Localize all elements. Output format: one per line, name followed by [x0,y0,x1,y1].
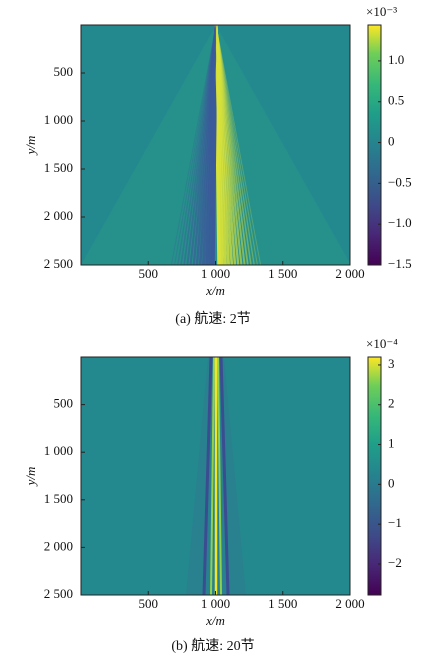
colorbar-tick-label: 1.0 [388,52,404,67]
wake-stripe [215,25,246,265]
band-stripe [219,357,230,595]
band-stripe [202,357,213,595]
colorbar-tick-label: −1 [388,515,402,530]
caption: (b) 航速: 20节 [171,638,254,654]
caption: (a) 航速: 2节 [175,311,250,327]
colorbar-tick-label: 0 [388,475,395,490]
colorbar-tick-label: 3 [388,356,395,371]
x-tick-label: 1 500 [268,266,297,281]
colorbar-tick-label: −2 [388,555,402,570]
colorbar-tick-label: 1 [388,436,395,451]
colorbar-tick-label: −1.5 [388,256,412,271]
colorbar-tick-label: 0.5 [388,93,404,108]
x-tick-label: 500 [139,266,159,281]
y-tick-label: 1 000 [44,443,73,458]
wake-stripe [215,25,249,265]
colorbar-scale: ×10⁻³ [366,4,397,19]
colorbar-tick-label: −1.0 [388,215,412,230]
wake-stripe [215,25,262,265]
y-axis-label: y/m [23,136,38,157]
y-tick-label: 2 000 [44,208,73,223]
field-pattern [81,25,350,265]
y-tick-label: 500 [54,396,74,411]
colorbar [367,24,382,266]
y-tick-label: 2 500 [44,586,73,601]
x-axis-label: x/m [205,283,225,298]
x-tick-label: 500 [139,596,159,611]
x-tick-label: 1 000 [201,596,230,611]
wake-stripe [174,25,217,265]
x-tick-label: 1 500 [268,596,297,611]
x-tick-label: 1 000 [201,266,230,281]
band-stripe [210,357,215,595]
y-tick-label: 500 [54,64,74,79]
wake-stripe [215,25,258,265]
y-tick-label: 1 500 [44,160,73,175]
x-tick-label: 2 000 [335,596,364,611]
field-pattern [186,357,246,595]
colorbar-tick-label: 2 [388,396,395,411]
y-tick-label: 1 000 [44,112,73,127]
colorbar-tick-label: −0.5 [388,174,412,189]
colorbar [367,356,382,596]
y-tick-label: 2 500 [44,256,73,271]
y-axis-label: y/m [23,467,38,488]
y-tick-label: 1 500 [44,491,73,506]
colorbar-tick-label: 0 [388,134,395,149]
x-tick-label: 2 000 [335,266,364,281]
y-tick-label: 2 000 [44,538,73,553]
wake-stripe [183,25,217,265]
wake-stripe [177,25,217,265]
wake-stripe [180,25,217,265]
wake-stripe [215,25,252,265]
x-axis-label: x/m [205,613,225,628]
wake-stripe [186,25,217,265]
wake-stripe [215,25,255,265]
band-stripe [217,357,222,595]
wake-stripe [170,25,217,265]
colorbar-scale: ×10⁻⁴ [366,336,398,351]
